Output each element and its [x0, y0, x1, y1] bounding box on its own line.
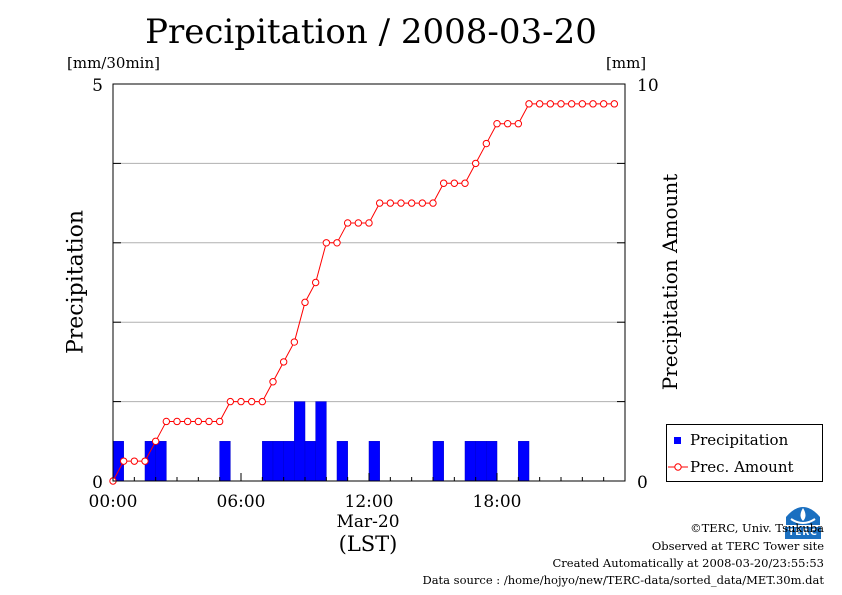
credit-copyright: ©TERC, Univ. Tsukuba	[690, 521, 824, 535]
prec-amount-point	[365, 219, 373, 227]
x-tick-label: 18:00	[473, 492, 522, 512]
prec-amount-point	[578, 100, 587, 108]
prec-amount-point	[194, 417, 203, 426]
x-axis-timezone-label: (LST)	[338, 532, 398, 556]
right-axis-unit: [mm]	[606, 54, 647, 72]
prec-amount-point	[322, 239, 331, 247]
prec-amount-point	[375, 199, 384, 207]
legend-item-precipitation: Precipitation	[667, 429, 822, 451]
prec-amount-point	[205, 417, 213, 426]
prec-amount-point	[130, 457, 139, 465]
prec-amount-point	[471, 159, 480, 168]
legend-label-prec-amount: Prec. Amount	[690, 458, 794, 476]
prec-amount-point	[183, 417, 192, 426]
prec-amount-point	[269, 378, 277, 386]
terc-logo: TERC	[783, 503, 823, 541]
chart-legend: Precipitation Prec. Amount	[666, 424, 823, 482]
precipitation-bar	[432, 441, 444, 482]
prec-amount-point	[503, 120, 512, 128]
prec-amount-point	[525, 100, 533, 108]
prec-amount-point	[397, 199, 405, 207]
prec-amount-point	[237, 397, 245, 406]
prec-amount-point	[567, 100, 576, 108]
prec-amount-point	[354, 219, 363, 227]
precipitation-bar	[486, 441, 498, 482]
chart-title: Precipitation / 2008-03-20	[145, 12, 597, 52]
prec-amount-point	[173, 417, 181, 426]
prec-amount-point	[514, 120, 523, 128]
prec-amount-point	[407, 199, 416, 207]
credit-source: Data source : /home/hojyo/new/TERC-data/…	[422, 573, 824, 587]
prec-amount-point	[343, 219, 352, 227]
precipitation-bar	[518, 441, 530, 482]
prec-amount-point	[557, 100, 565, 108]
prec-amount-point	[311, 278, 320, 287]
legend-line-swatch	[668, 463, 688, 471]
precipitation-bar	[304, 441, 316, 482]
prec-amount-point	[290, 338, 299, 346]
prec-amount-point	[226, 397, 235, 406]
right-y-tick-label: 0	[637, 473, 648, 493]
precipitation-bar	[219, 441, 231, 482]
prec-amount-point	[535, 100, 544, 108]
prec-amount-point	[589, 100, 597, 108]
legend-bar-swatch	[674, 437, 681, 444]
prec-amount-point	[439, 179, 448, 187]
prec-amount-point	[119, 457, 128, 465]
prec-amount-point	[333, 239, 341, 247]
left-y-tick-label: 5	[92, 76, 103, 96]
left-axis-unit: [mm/30min]	[67, 54, 160, 72]
prec-amount-point	[247, 397, 256, 406]
precipitation-bar	[262, 441, 274, 482]
prec-amount-point	[450, 179, 459, 187]
x-tick-label: 00:00	[89, 492, 138, 512]
x-tick-label: 12:00	[345, 492, 394, 512]
precipitation-bar	[464, 441, 476, 482]
prec-amount-point	[493, 120, 501, 128]
prec-amount-point	[461, 179, 469, 187]
right-y-tick-label: 10	[637, 76, 659, 96]
x-tick-label: 06:00	[217, 492, 266, 512]
precipitation-bar	[475, 441, 487, 482]
precipitation-bar	[294, 401, 306, 482]
prec-amount-point	[301, 298, 309, 307]
prec-amount-point	[599, 100, 608, 108]
credit-created: Created Automatically at 2008-03-20/23:5…	[552, 556, 825, 570]
prec-amount-point	[141, 457, 149, 465]
prec-amount-point	[162, 417, 171, 426]
prec-amount-point	[279, 358, 288, 366]
precipitation-bar	[336, 441, 348, 482]
prec-amount-point	[482, 139, 491, 148]
prec-amount-point	[386, 199, 395, 207]
prec-amount-point	[151, 437, 160, 445]
logo-text: TERC	[788, 528, 818, 538]
prec-amount-point	[215, 417, 224, 426]
prec-amount-point	[429, 199, 437, 207]
legend-item-prec-amount: Prec. Amount	[667, 456, 822, 478]
precipitation-bar	[283, 441, 295, 482]
left-y-tick-label: 0	[92, 473, 103, 493]
prec-amount-point	[610, 100, 619, 108]
precipitation-bar	[315, 401, 327, 482]
prec-amount-point	[418, 199, 427, 207]
prec-amount-point	[546, 100, 555, 108]
legend-label-precipitation: Precipitation	[690, 431, 789, 449]
precipitation-bar	[155, 441, 167, 482]
precipitation-bar	[368, 441, 380, 482]
prec-amount-point	[258, 397, 267, 406]
x-axis-date-label: Mar-20	[336, 512, 400, 532]
credit-site: Observed at TERC Tower site	[651, 539, 824, 553]
precipitation-bar	[272, 441, 284, 482]
